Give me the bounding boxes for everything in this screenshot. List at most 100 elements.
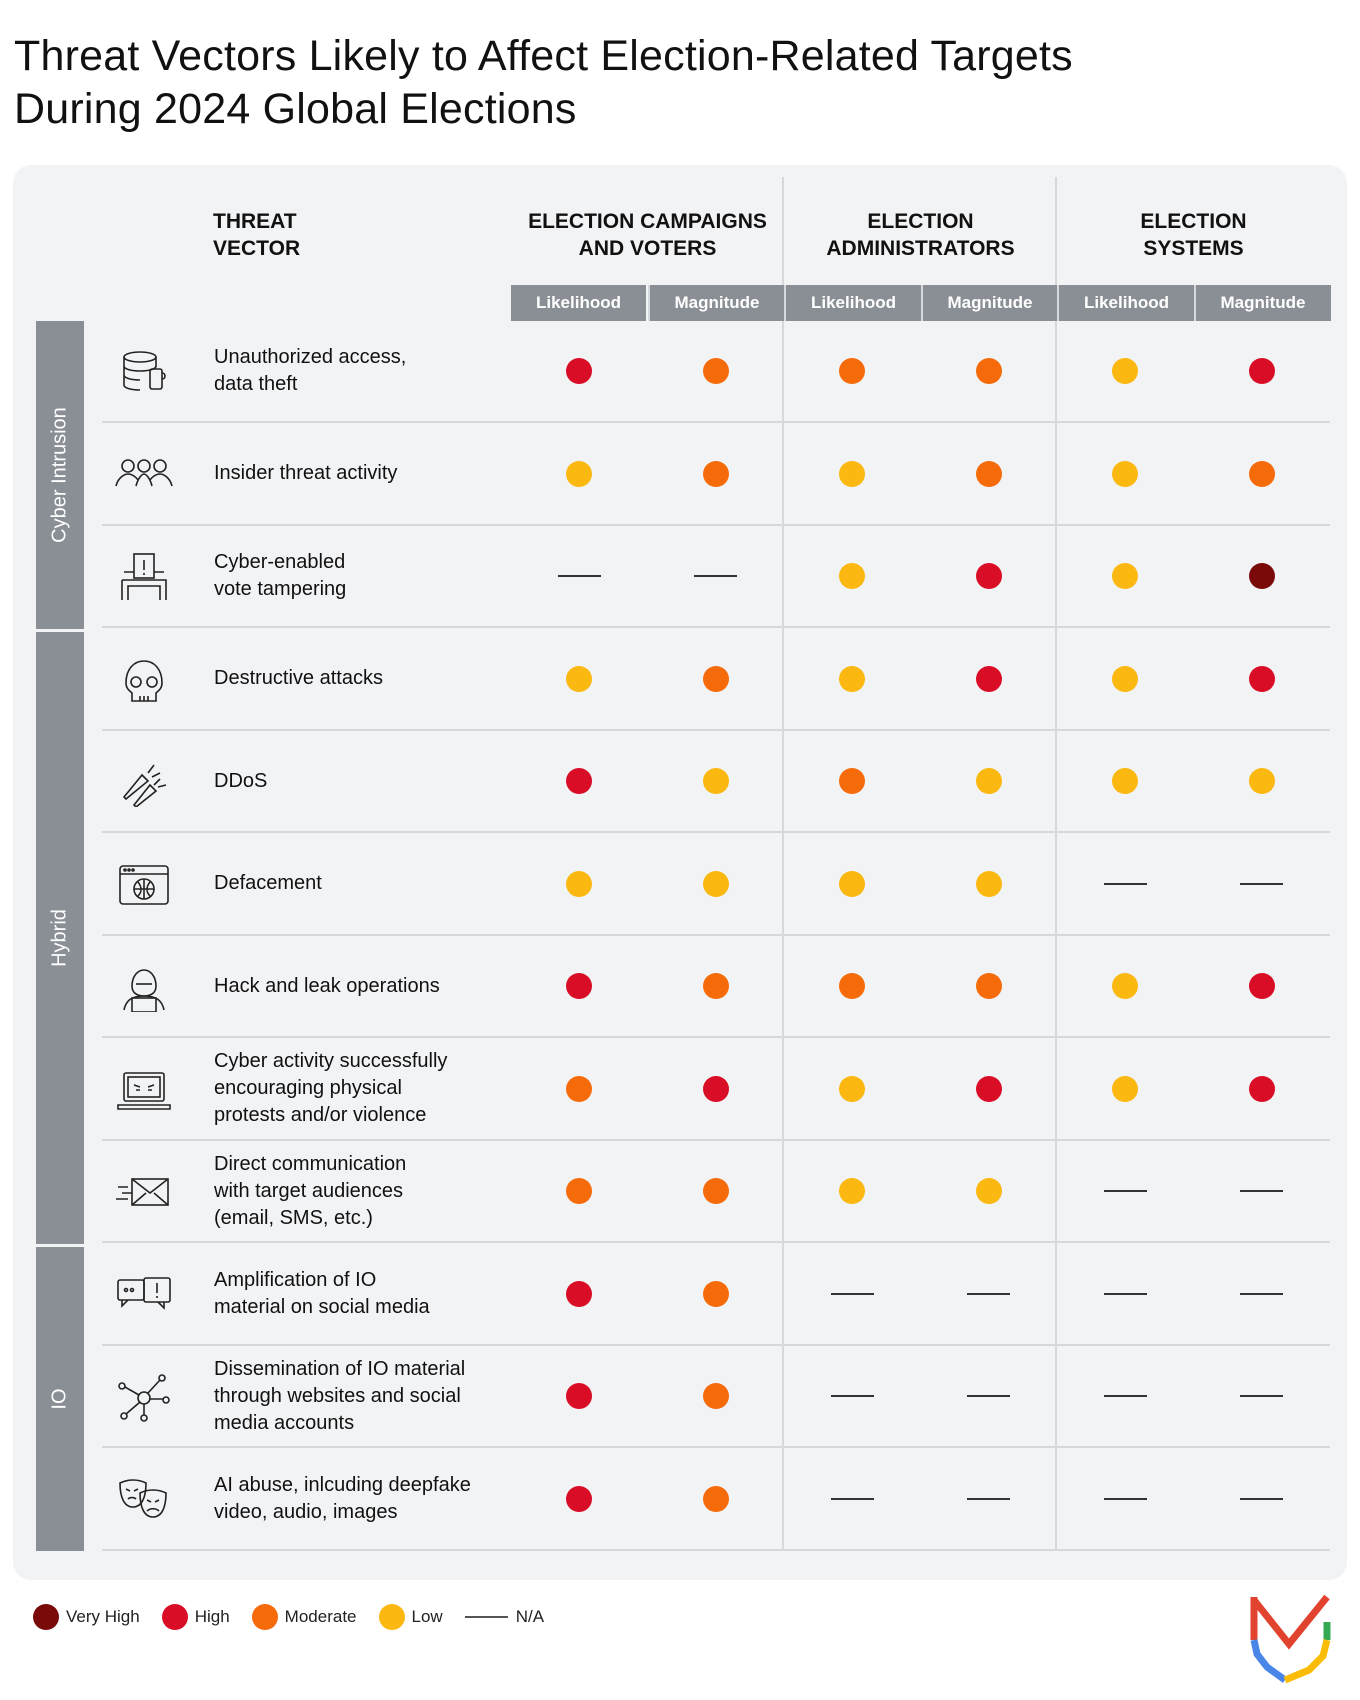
rating-dot-moderate [566,1075,592,1102]
rating-cell [511,1244,647,1344]
legend-item-na: N/A [464,1607,545,1627]
rating-cell [921,424,1057,524]
rating-cell [1194,1346,1330,1446]
rating-cell [784,526,920,626]
rating-cell [784,731,920,831]
rating-cell [921,1449,1057,1549]
label-line: Direct communication [214,1152,407,1175]
threat-vector-label: Defacement [214,834,514,934]
label-line: vote tampering [214,578,347,600]
column-divider [1055,177,1057,1551]
legend-swatch [378,1604,405,1630]
rating-cell [921,1141,1057,1241]
rating-cell [1057,1346,1193,1446]
na-dash [1240,882,1283,885]
label-line: Defacement [214,872,322,894]
na-dash [1103,1497,1147,1500]
subheader-magnitude: Magnitude [920,285,1058,321]
table-row: Hack and leak operations [102,936,1330,1038]
rating-cell [1057,629,1193,729]
rating-cell [648,1449,784,1549]
rating-dot-low [839,1178,865,1204]
category-label: Cyber Intrusion [48,406,71,543]
na-dash [830,1497,874,1500]
rating-dot-high [566,1383,592,1409]
na-dash [1103,1190,1147,1192]
header-line: ELECTION [867,210,974,233]
hacker-icon [123,969,165,1012]
rating-cell [784,321,920,421]
rating-cell [1057,1141,1193,1241]
systems-header: ELECTION SYSTEMS [1057,208,1330,262]
rating-cell [511,731,647,831]
threat-vector-label: Cyber-enabled vote tampering [214,526,514,626]
legend-item-low: Low [378,1604,443,1630]
people-group-icon [115,458,173,486]
envelope-icon [116,1178,169,1206]
rating-dot-low [975,870,1002,897]
rating-cell [921,321,1057,421]
rating-dot-moderate [702,973,729,999]
rating-dot-low [839,563,865,589]
rating-dot-moderate [702,665,729,692]
legend-label: N/A [515,1607,545,1626]
rating-dot-high [566,1280,592,1307]
table-row: Destructive attacks [102,629,1330,731]
rating-dot-moderate [975,460,1002,487]
legend-swatch [161,1604,188,1630]
label-line: Insider threat activity [214,462,398,484]
rating-cell [1194,1141,1330,1241]
skull-icon [125,659,163,702]
threat-vector-label: Insider threat activity [214,424,514,524]
rating-cell [511,936,647,1036]
column-divider [782,177,784,1551]
rating-cell [1194,1449,1330,1549]
rating-dot-high [566,768,592,794]
rating-cell [921,526,1057,626]
rating-dot-low [1112,460,1138,487]
subheader-likelihood: Likelihood [511,285,646,321]
na-dash [1240,1190,1283,1192]
table-row: DDoS [102,731,1330,833]
legend-item-moderate: Moderate [251,1604,357,1630]
label-line: AI abuse, inlcuding deepfake [214,1473,471,1496]
legend-label: Moderate [284,1607,357,1626]
na-dash [1240,1395,1283,1397]
title-line-1: Threat Vectors Likely to Affect Election… [14,32,1073,80]
rating-cell [648,834,784,934]
rating-cell [511,424,647,524]
threat-vector-label: Cyber activity successfully encouraging p… [214,1039,514,1139]
rating-cell [511,1039,647,1139]
label-line: DDoS [214,769,268,792]
rating-cell [1057,1449,1193,1549]
rating-cell [784,424,920,524]
header-line: ADMINISTRATORS [826,237,1015,260]
rating-dot-high [702,1075,729,1102]
rating-cell [784,936,920,1036]
rating-dot-high [1248,1075,1275,1102]
threat-vector-label: Unauthorized access, data theft [214,321,514,421]
rating-cell [784,629,920,729]
threat-vector-label: Dissemination of IO material through webs… [214,1346,514,1446]
threat-vector-label: Hack and leak operations [214,936,514,1036]
rating-cell [921,1346,1057,1446]
network-icon [118,1374,170,1422]
rating-cell [921,629,1057,729]
rating-dot-low [839,460,865,487]
legend-label: Low [411,1607,443,1626]
header-line: VECTOR [213,237,301,260]
threat-vector-label: Amplification of IO material on social me… [214,1244,514,1344]
rating-cell [648,1141,784,1241]
rating-cell [511,1141,647,1241]
rating-dot-low [566,870,592,897]
rating-cell [648,731,784,831]
rating-cell [1057,526,1193,626]
rating-dot-high [566,1485,592,1512]
subheader-likelihood: Likelihood [1057,285,1194,321]
header-line: SYSTEMS [1143,237,1244,260]
rating-cell [784,1244,920,1344]
rating-dot-moderate [839,358,865,384]
rating-dot-moderate [702,1485,729,1512]
na-dash [967,1292,1010,1295]
